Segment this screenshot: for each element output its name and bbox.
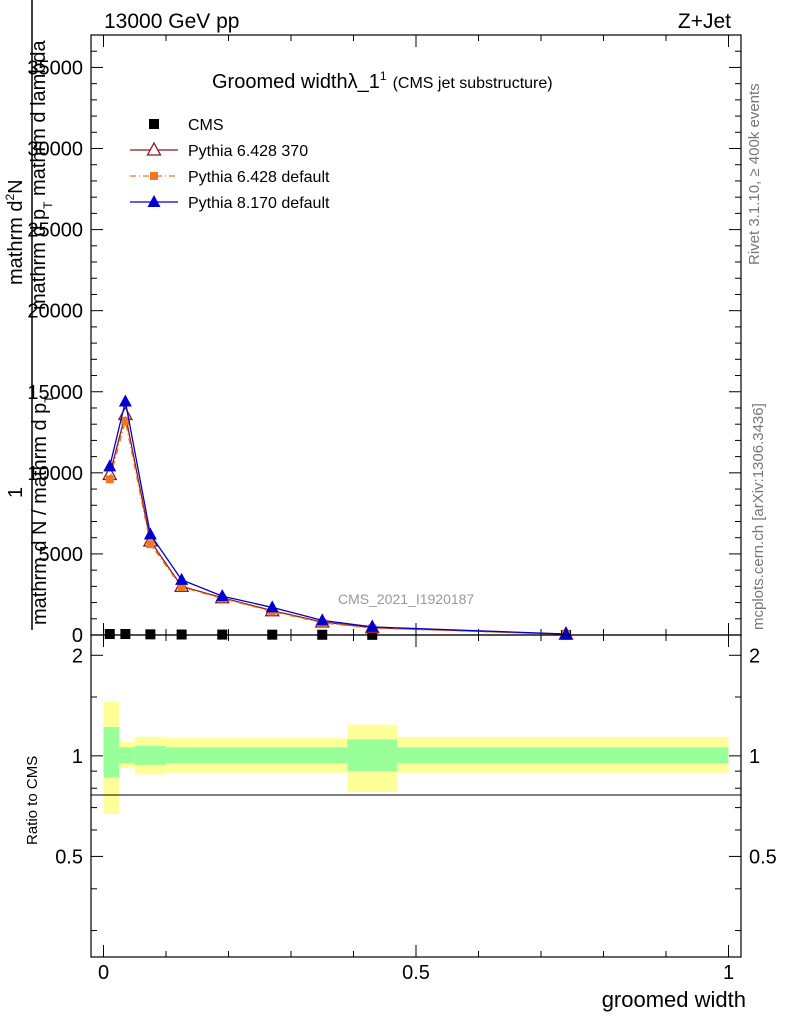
data-point	[177, 583, 186, 592]
ylabel-num-sup: 2	[3, 194, 17, 201]
main-y-tick-label: 5000	[39, 544, 84, 566]
main-y-ticks: 0 5000 10000 15000 20000 25000 30000 35000	[27, 35, 741, 647]
mcplots-label: mcplots.cern.ch [arXiv:1306.3436]	[750, 403, 767, 630]
energy-label: 13000 GeV pp	[104, 10, 239, 33]
data-point	[118, 394, 132, 407]
ratio-band-inner	[103, 727, 120, 778]
main-y-tick-label: 35000	[27, 57, 83, 79]
ratio-x-tick-label: 0.5	[402, 962, 430, 984]
ratio-x-tick-label: 1	[723, 962, 734, 984]
svg-text:mathrm d N / mathrm d pT: mathrm d N / mathrm d pT	[29, 395, 56, 625]
main-y-tick-label: 0	[72, 625, 83, 647]
title-main: Groomed widthλ_1	[212, 71, 380, 93]
main-y-tick-label: 10000	[27, 463, 83, 485]
ratio-y-ticks: 0.5 0.5 1 1 2 2	[55, 645, 777, 932]
series-3	[103, 394, 573, 640]
ratio-y-tick-label-right: 2	[749, 645, 760, 667]
legend-entry: Pythia 6.428 default	[188, 169, 330, 186]
data-point	[104, 629, 115, 640]
legend-marker	[150, 172, 158, 180]
data-point	[105, 475, 114, 484]
svg-text:mathrm d2N: mathrm d2N	[3, 179, 27, 285]
ratio-x-tick-label: 0	[98, 962, 109, 984]
ratio-y-tick-label: 1	[72, 746, 83, 768]
ylabel-num-line2-end: mathrm d lambda	[28, 39, 50, 201]
x-axis-label: groomed width	[602, 987, 746, 1012]
main-y-tick-label: 20000	[27, 301, 83, 323]
ratio-band-inner	[119, 747, 135, 764]
ylabel-den: mathrm d N / mathrm d p	[29, 403, 51, 625]
data-point	[265, 600, 279, 613]
data-point	[559, 627, 573, 640]
ratio-bands	[103, 701, 729, 814]
data-point	[365, 619, 379, 632]
ratio-frame	[90, 634, 742, 958]
data-point	[103, 459, 117, 472]
title-sup: 1	[380, 69, 387, 83]
ylabel-den-one: 1	[5, 487, 27, 498]
ratio-y-tick-label-right: 1	[749, 746, 760, 768]
main-y-tick-label: 30000	[27, 139, 83, 161]
main-y-axis-label: mathrm d2N mathrm d pT mathrm d lambda 1…	[3, 0, 56, 630]
data-point	[143, 527, 157, 540]
title-sub: (CMS jet substructure)	[393, 75, 553, 92]
main-y-tick-label: 15000	[27, 382, 83, 404]
ylabel-num-line1: mathrm d	[5, 201, 27, 285]
legend-entry: Pythia 8.170 default	[188, 195, 330, 212]
data-point	[175, 572, 189, 585]
data-point	[121, 416, 130, 425]
data-point	[145, 629, 156, 640]
chart-title: Groomed widthλ_11 (CMS jet substructure)	[212, 69, 553, 93]
ratio-band-inner	[166, 747, 198, 764]
svg-text:mathrm d pT mathrm d lambda: mathrm d pT mathrm d lambda	[28, 39, 55, 310]
legend-entry: Pythia 6.428 370	[188, 143, 308, 160]
process-label: Z+Jet	[678, 10, 731, 33]
ratio-band-inner	[397, 747, 729, 764]
ratio-band-inner	[347, 739, 398, 772]
ratio-y-tick-label: 2	[72, 645, 83, 667]
watermark: CMS_2021_I1920187	[338, 591, 474, 607]
ratio-y-tick-label: 0.5	[55, 846, 83, 868]
ratio-x-ticks: 0 0.5 1	[98, 635, 734, 984]
legend-marker	[147, 195, 161, 207]
legend-marker	[149, 119, 159, 129]
ratio-panel: 0.5 0.51 12 2 0 0.5 1	[55, 634, 777, 984]
ratio-band-inner	[134, 746, 166, 765]
ylabel-num-line2-sub: T	[41, 201, 55, 209]
series-line	[109, 420, 567, 635]
legend-marker	[146, 141, 162, 156]
ratio-y-label: Ratio to CMS	[24, 756, 41, 845]
data-point	[315, 613, 329, 626]
data-point	[215, 589, 229, 602]
ratio-band-inner	[197, 747, 348, 764]
main-y-tick-label: 25000	[27, 220, 83, 242]
main-panel: 0 5000 10000 15000 20000 25000 30000 35000	[27, 34, 742, 647]
rivet-label: Rivet 3.1.10, ≥ 400k events	[746, 83, 763, 265]
data-point	[146, 540, 155, 549]
legend: CMS Pythia 6.428 370 Pythia 6.428 default P…	[130, 117, 330, 212]
main-data-layer	[102, 394, 574, 640]
ratio-y-tick-label-right: 0.5	[749, 846, 777, 868]
ylabel-num-end: N	[5, 179, 27, 193]
legend-entry: CMS	[188, 117, 224, 134]
ylabel-den-sub: T	[42, 395, 56, 403]
data-point	[120, 629, 131, 640]
ylabel-num-line2: mathrm d p	[28, 209, 50, 310]
svg-text:Groomed widthλ_11(CMS jet subs: Groomed widthλ_11 (CMS jet substructure)	[212, 69, 553, 93]
